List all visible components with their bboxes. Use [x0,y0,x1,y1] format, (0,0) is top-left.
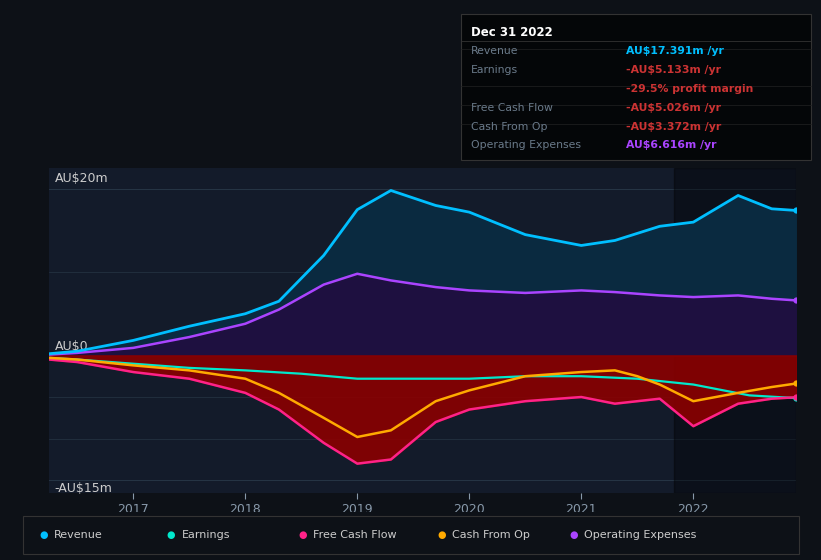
Bar [674,168,796,493]
Text: Operating Expenses: Operating Expenses [584,530,696,540]
Text: AU$17.391m /yr: AU$17.391m /yr [626,46,723,57]
Text: Cash From Op: Cash From Op [471,122,548,132]
Text: Earnings: Earnings [181,530,230,540]
Text: ●: ● [298,530,306,540]
Text: AU$20m: AU$20m [55,172,108,185]
Text: Operating Expenses: Operating Expenses [471,141,581,151]
Text: Revenue: Revenue [471,46,519,57]
Text: AU$0: AU$0 [55,340,89,353]
Text: ●: ● [569,530,577,540]
Text: Cash From Op: Cash From Op [452,530,530,540]
Text: -AU$5.026m /yr: -AU$5.026m /yr [626,103,721,113]
Text: Revenue: Revenue [54,530,103,540]
Text: Dec 31 2022: Dec 31 2022 [471,26,553,39]
Text: ●: ● [39,530,48,540]
Text: -29.5% profit margin: -29.5% profit margin [626,84,753,94]
Text: Free Cash Flow: Free Cash Flow [471,103,553,113]
Text: Earnings: Earnings [471,66,518,75]
Text: Free Cash Flow: Free Cash Flow [313,530,397,540]
Text: ●: ● [167,530,175,540]
Text: -AU$3.372m /yr: -AU$3.372m /yr [626,122,721,132]
Text: -AU$5.133m /yr: -AU$5.133m /yr [626,66,721,75]
Text: -AU$15m: -AU$15m [55,482,112,495]
Text: AU$6.616m /yr: AU$6.616m /yr [626,141,716,151]
Text: ●: ● [438,530,446,540]
